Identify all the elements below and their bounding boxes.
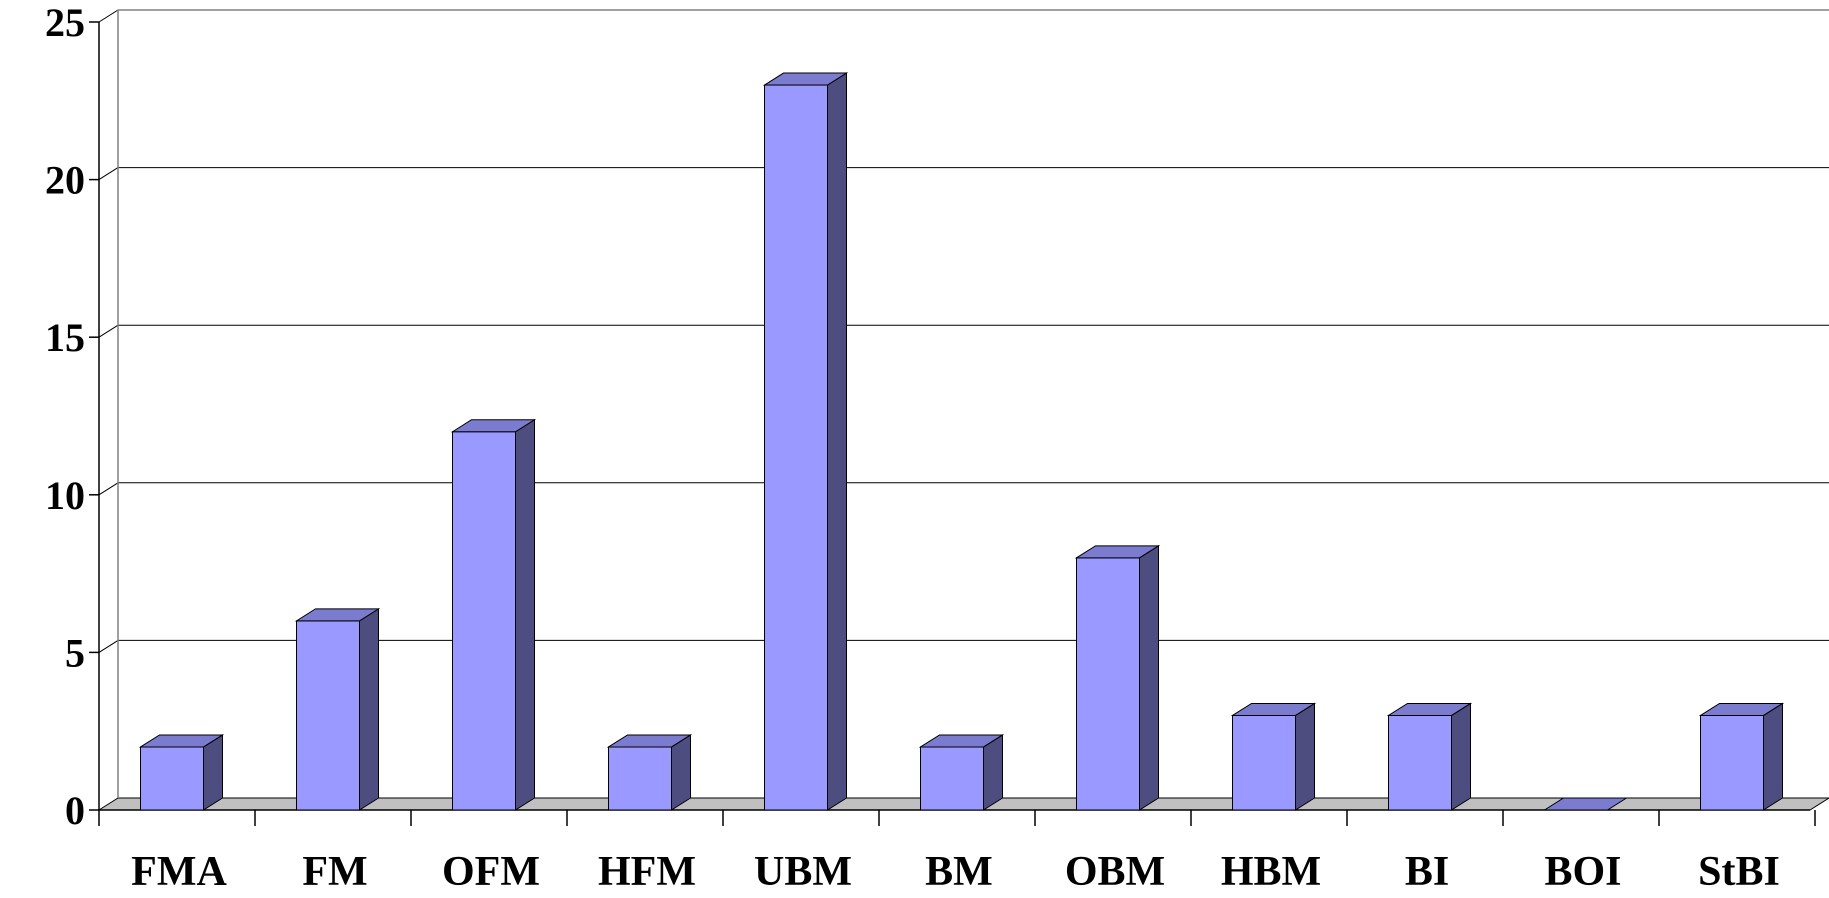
x-tick-label: HBM [1221, 849, 1321, 893]
bar-front [608, 746, 672, 811]
bar-top [1386, 702, 1473, 716]
bar-top [1698, 702, 1785, 716]
bar-side [671, 734, 691, 811]
x-tick-label: BM [925, 849, 993, 893]
bar-side [1451, 702, 1471, 811]
gridline-depth [98, 482, 119, 496]
x-tick-label: FMA [131, 849, 227, 893]
bar-side [983, 734, 1003, 811]
x-tick-label: OFM [442, 849, 540, 893]
bar-top [1542, 797, 1629, 811]
bar [1698, 702, 1785, 811]
bar-front [1232, 714, 1296, 811]
bars [138, 72, 1785, 811]
x-tick-label: BI [1405, 849, 1449, 893]
bar-front [764, 84, 828, 811]
x-tick-label: BOI [1544, 849, 1621, 893]
y-tick-label: 25 [45, 0, 85, 45]
bar-front [920, 746, 984, 811]
bar-top [1074, 545, 1161, 559]
bar-top [294, 608, 381, 622]
bar [1230, 702, 1317, 811]
bar [294, 607, 381, 811]
bar-top [762, 72, 849, 86]
x-tick-label: UBM [754, 849, 852, 893]
bar-front [452, 431, 516, 811]
bar-top [606, 734, 693, 748]
y-tick-labels: 0 5 10 15 20 25 [45, 0, 85, 833]
bar-side [827, 72, 847, 811]
bar-side [203, 734, 223, 811]
bar-front [1700, 714, 1764, 811]
bar-top [1230, 702, 1317, 716]
bar-side [1295, 702, 1315, 811]
bar [1074, 544, 1161, 811]
bar [606, 734, 693, 811]
x-tick-labels: FMA FM OFM HFM UBM BM OBM HBM BI BOI StBI [131, 849, 1780, 895]
bar-top [450, 419, 537, 433]
x-tick-label: StBI [1698, 849, 1780, 893]
gridlines [98, 9, 1829, 653]
bar [138, 734, 225, 811]
bar [1386, 702, 1473, 811]
bar-side [1139, 544, 1159, 811]
x-tick-label: HFM [598, 849, 696, 893]
bar-front [140, 746, 204, 811]
bar-front [296, 620, 360, 811]
bar-front [1076, 557, 1140, 811]
bar-top [918, 734, 1005, 748]
y-tick-label: 5 [65, 630, 85, 675]
bar [762, 72, 849, 811]
bar [450, 418, 537, 811]
bar-side [1763, 702, 1783, 811]
gridline-depth [98, 9, 119, 23]
bar-side [359, 607, 379, 811]
bar-top [138, 734, 225, 748]
bar [1542, 797, 1629, 811]
x-tick-label: FM [302, 849, 367, 893]
y-tick-label: 20 [45, 158, 85, 203]
bar-side [515, 418, 535, 811]
gridline-depth [98, 167, 119, 181]
gridline-depth [98, 324, 119, 338]
y-tick-label: 15 [45, 315, 85, 360]
gridline-depth [98, 639, 119, 653]
bar-front [1388, 714, 1452, 811]
x-tick-label: OBM [1065, 849, 1165, 893]
y-tick-label: 0 [65, 788, 85, 833]
bar [918, 734, 1005, 811]
y-tick-label: 10 [45, 473, 85, 518]
